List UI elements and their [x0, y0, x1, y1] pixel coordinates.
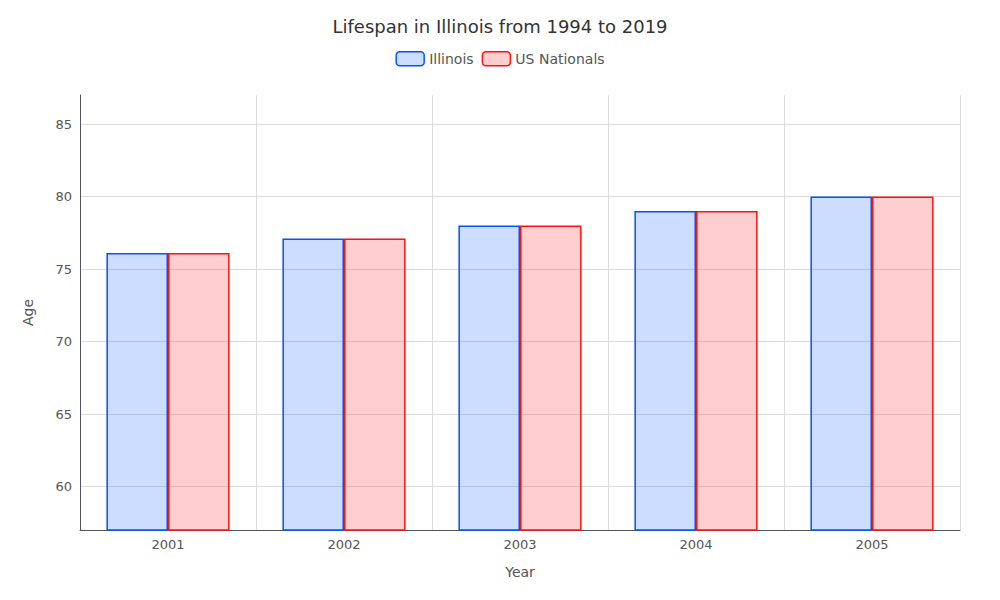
svg-text:75: 75 — [55, 262, 72, 277]
svg-text:80: 80 — [55, 189, 72, 204]
svg-text:Year: Year — [504, 564, 535, 580]
svg-text:Illinois: Illinois — [429, 51, 473, 67]
svg-text:US Nationals: US Nationals — [515, 51, 604, 67]
svg-text:2004: 2004 — [679, 537, 712, 552]
svg-text:2005: 2005 — [855, 537, 888, 552]
svg-text:65: 65 — [55, 407, 72, 422]
svg-text:70: 70 — [55, 334, 72, 349]
svg-text:2001: 2001 — [151, 537, 184, 552]
svg-text:2002: 2002 — [327, 537, 360, 552]
svg-text:2003: 2003 — [503, 537, 536, 552]
svg-text:85: 85 — [55, 117, 72, 132]
svg-text:Lifespan in Illinois from 1994: Lifespan in Illinois from 1994 to 2019 — [332, 16, 667, 37]
svg-text:Age: Age — [20, 299, 36, 326]
svg-text:60: 60 — [55, 479, 72, 494]
